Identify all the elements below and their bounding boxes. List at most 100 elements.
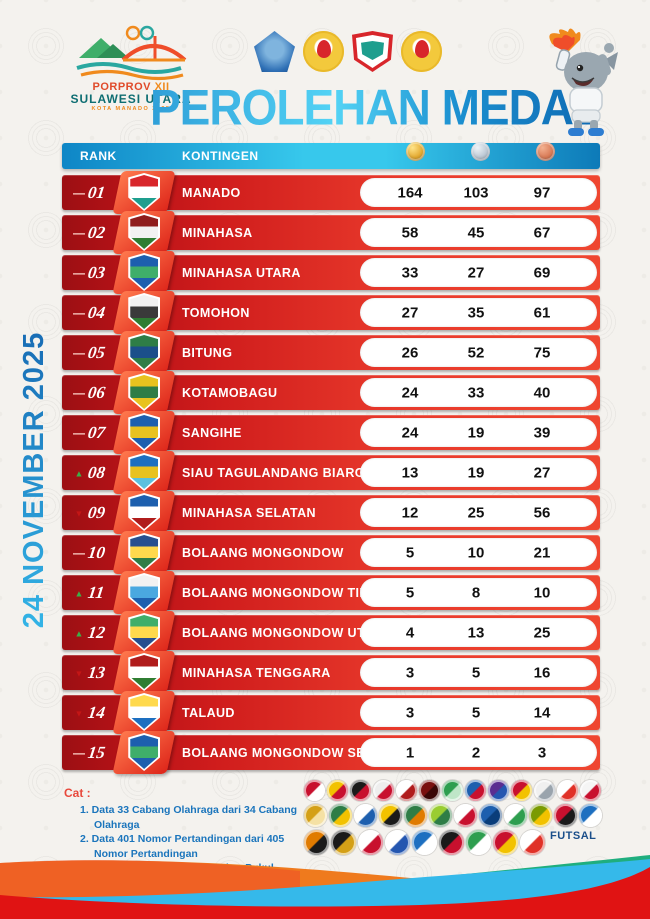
rank-change-icon xyxy=(71,507,87,518)
table-row: 11 BOLAANG MONGONDOW TIMUR 5 8 10 xyxy=(62,571,600,614)
table-row: 07 SANGIHE 24 19 39 xyxy=(62,411,600,454)
event-logo-art xyxy=(76,25,187,81)
table-row: 02 MINAHASA 58 45 67 xyxy=(62,211,600,254)
rank-change-icon xyxy=(71,548,87,558)
federation-logo-icon xyxy=(331,830,356,855)
contingent-emblem-icon xyxy=(130,455,158,489)
rank-number: 01 xyxy=(86,182,107,202)
gold-count: 5 xyxy=(405,544,415,561)
silver-medal-icon xyxy=(469,142,491,168)
contingent-name: TOMOHON xyxy=(182,305,250,320)
rank-number: 06 xyxy=(86,382,107,402)
contingent-name: BOLAANG MONGONDOW UTARA xyxy=(182,625,393,640)
gold-count: 3 xyxy=(405,664,415,681)
rank-change-icon xyxy=(71,388,87,398)
table-row: 08 SIAU TAGULANDANG BIARO 13 19 27 xyxy=(62,451,600,494)
contingent-name: SIAU TAGULANDANG BIARO xyxy=(182,465,365,480)
rank-change-icon xyxy=(71,428,87,438)
bronze-count: 67 xyxy=(533,224,551,241)
federation-logo-icon xyxy=(354,804,377,827)
contingent-emblem-icon xyxy=(130,415,158,449)
federation-logos-row xyxy=(304,804,610,827)
silver-count: 19 xyxy=(467,464,485,481)
rank-number: 12 xyxy=(86,622,107,642)
gold-count: 27 xyxy=(401,304,419,321)
gold-count: 24 xyxy=(401,384,419,401)
federation-logo-icon xyxy=(385,830,410,855)
contingent-emblem-icon xyxy=(130,375,158,409)
federation-logo-icon xyxy=(529,804,552,827)
federation-logo-icon xyxy=(534,780,555,801)
rank-number: 04 xyxy=(86,302,107,322)
contingent-name: KOTAMOBAGU xyxy=(182,385,278,400)
footnote-item: 2. Data 401 Nomor Pertandingan dari 405 … xyxy=(80,833,285,860)
medal-counts-pill: 3 5 14 xyxy=(360,698,597,727)
bronze-count: 97 xyxy=(533,184,551,201)
event-logo: PORPROV XII SULAWESI UTARA KOTA MANADO 2… xyxy=(64,24,198,126)
medal-table-body: 01 MANADO 164 103 97 02 xyxy=(62,171,600,774)
date-sidebar: 24 NOVEMBER 2025 xyxy=(18,310,58,650)
silver-count: 103 xyxy=(463,184,489,201)
manado-city-emblem-icon xyxy=(352,31,393,72)
medal-counts-pill: 24 33 40 xyxy=(360,378,597,407)
silver-count: 52 xyxy=(467,344,485,361)
gold-count: 4 xyxy=(405,624,415,641)
event-logo-caption: KOTA MANADO 2025 xyxy=(91,106,171,112)
gold-count: 3 xyxy=(405,704,415,721)
mascot-icon xyxy=(530,26,626,138)
medal-counts-pill: 27 35 61 xyxy=(360,298,597,327)
rank-number: 11 xyxy=(86,582,106,602)
medal-counts-pill: 58 45 67 xyxy=(360,218,597,247)
federation-logo-icon xyxy=(442,780,463,801)
silver-count: 8 xyxy=(471,584,481,601)
bronze-count: 69 xyxy=(533,264,551,281)
federation-logos-row xyxy=(304,780,610,801)
event-logo-title: PORPROV XII xyxy=(92,81,169,93)
bronze-count: 21 xyxy=(533,544,551,561)
medal-counts-pill: 13 19 27 xyxy=(360,458,597,487)
bronze-count: 16 xyxy=(533,664,551,681)
contingent-emblem-icon xyxy=(130,495,158,529)
federation-logo-icon xyxy=(329,804,352,827)
table-row: 15 BOLAANG MONGONDOW SELATAN 1 2 3 xyxy=(62,731,600,774)
contingent-emblem-badge xyxy=(112,731,176,774)
contingent-name: MINAHASA TENGGARA xyxy=(182,665,331,680)
silver-count: 45 xyxy=(467,224,485,241)
contingent-emblem-icon xyxy=(130,175,158,209)
federation-logo-icon xyxy=(554,804,577,827)
contingent-emblem-icon xyxy=(130,655,158,689)
federation-logo-icon xyxy=(580,780,601,801)
rank-change-icon xyxy=(71,707,87,718)
gold-count: 12 xyxy=(401,504,419,521)
silver-count: 19 xyxy=(467,424,485,441)
contingent-emblem-icon xyxy=(130,615,158,649)
bronze-count: 14 xyxy=(533,704,551,721)
sulut-province-emblem-icon xyxy=(254,31,295,72)
medal-counts-pill: 4 13 25 xyxy=(360,618,597,647)
table-row: 04 TOMOHON 27 35 61 xyxy=(62,291,600,334)
rank-change-icon xyxy=(71,348,87,358)
contingent-emblem-badge xyxy=(112,371,176,414)
bronze-count: 40 xyxy=(533,384,551,401)
federation-logo-icon xyxy=(396,780,417,801)
bronze-count: 27 xyxy=(533,464,551,481)
federation-logo-icon xyxy=(504,804,527,827)
rank-number: 07 xyxy=(86,422,107,442)
contingent-emblem-badge xyxy=(112,451,176,494)
gold-count: 58 xyxy=(401,224,419,241)
gold-count: 164 xyxy=(397,184,423,201)
gold-medal-icon xyxy=(404,142,426,168)
medal-counts-pill: 12 25 56 xyxy=(360,498,597,527)
contingent-emblem-icon xyxy=(130,295,158,329)
rank-change-icon xyxy=(71,308,87,318)
contingent-name: MANADO xyxy=(182,185,241,200)
silver-count: 5 xyxy=(471,704,481,721)
koni-sulut-logo-icon xyxy=(303,31,344,72)
federation-logo-icon xyxy=(511,780,532,801)
contingent-emblem-icon xyxy=(130,575,158,609)
rank-number: 03 xyxy=(86,262,107,282)
rank-change-icon xyxy=(71,667,87,678)
federation-logo-icon xyxy=(479,804,502,827)
federation-logo-icon xyxy=(488,780,509,801)
